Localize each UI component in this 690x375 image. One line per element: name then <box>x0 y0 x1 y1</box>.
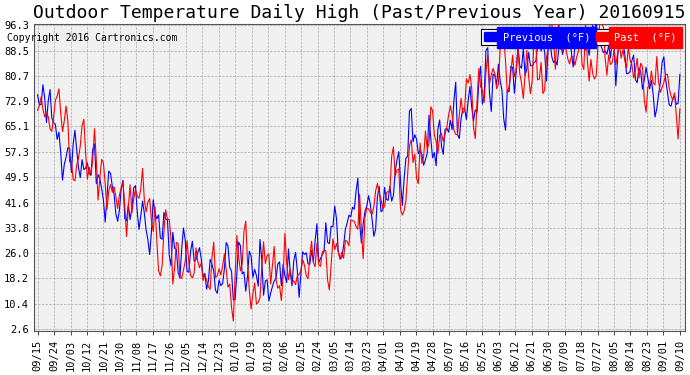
Legend: Previous  (°F), Past  (°F): Previous (°F), Past (°F) <box>481 29 680 45</box>
Title: Outdoor Temperature Daily High (Past/Previous Year) 20160915: Outdoor Temperature Daily High (Past/Pre… <box>33 4 686 22</box>
Text: Copyright 2016 Cartronics.com: Copyright 2016 Cartronics.com <box>7 33 177 43</box>
